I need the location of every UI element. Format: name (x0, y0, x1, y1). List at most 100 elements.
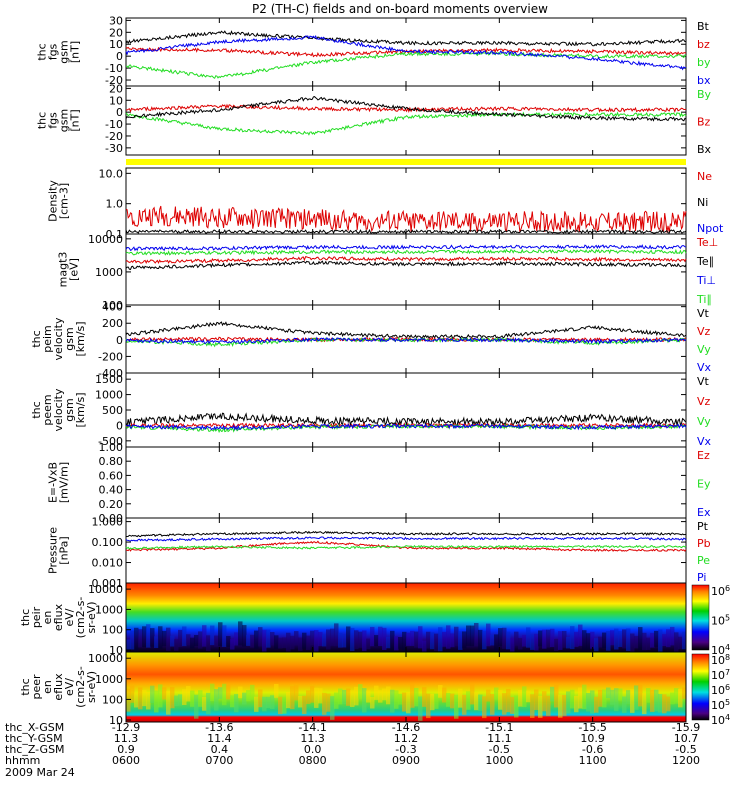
y-tick-label: -200 (98, 350, 123, 363)
spectrogram-cell (314, 687, 319, 708)
y-axis-label-line: Density (47, 180, 60, 222)
spectrogram-cell (502, 693, 507, 715)
spectrogram-cell (166, 627, 171, 651)
footer-row-label: hhmm (5, 754, 40, 767)
spectrogram-cell (610, 630, 615, 646)
legend-label: Ti⊥ (696, 274, 716, 287)
colorbar-label: 105 (711, 614, 730, 628)
y-axis-label-line: sr-eV) (85, 671, 98, 703)
spectrogram-cell (514, 631, 519, 646)
legend-label: By (697, 88, 712, 101)
spectrogram-cell (486, 623, 491, 647)
spectrogram-cell (630, 689, 635, 713)
spectrogram-cell (346, 688, 351, 706)
spectrogram-cell (246, 690, 251, 702)
y-axis-label-line: thc (30, 401, 43, 418)
y-tick-label: 0 (116, 106, 123, 119)
spectrogram-cell (222, 683, 227, 706)
spectrogram-cell (546, 695, 551, 716)
y-tick-label: 1000 (95, 389, 123, 402)
y-axis-label-line: thc (36, 112, 49, 129)
panel-4: 10000 1000 100 Te⊥ Te∥ Ti⊥ Ti∥ magt3[eV] (57, 233, 719, 312)
footer-value: 0600 (112, 754, 140, 767)
y-axis-label-line: eV/ (63, 608, 76, 626)
spectrogram-cell (158, 684, 163, 708)
spectrogram-cell (406, 691, 411, 714)
footer-value: -14.1 (298, 721, 326, 734)
spectrogram-cell (678, 689, 683, 708)
y-tick-label: 0.40 (99, 484, 124, 497)
spectrogram-cell (530, 634, 535, 650)
spectrogram-cell (574, 695, 579, 713)
spectrogram-cell (634, 685, 639, 710)
spectrogram-cell (374, 635, 379, 647)
spectrogram-cell (370, 626, 375, 647)
series-line-0 (125, 205, 687, 233)
footer-value: -0.3 (395, 743, 416, 756)
spectrogram-cell (466, 625, 471, 646)
y-axis-label-line: peim (41, 325, 54, 353)
legend-label: Vz (697, 395, 711, 408)
spectrogram-cell (602, 632, 607, 649)
spectrogram-cell (130, 630, 135, 650)
spectrogram-cell (130, 685, 135, 703)
y-axis-label-line: en (41, 680, 54, 694)
spectrogram-cell (334, 692, 339, 709)
spectrogram-cell (606, 630, 611, 651)
spectrogram-cell (570, 689, 575, 709)
spectrogram-cell (142, 689, 147, 707)
y-tick-label: -20 (105, 74, 123, 87)
spectrogram-cell (614, 688, 619, 712)
legend-label: Bz (697, 116, 711, 129)
spectrogram-cell (390, 689, 395, 713)
spectrogram-cell (150, 685, 155, 703)
legend-label: Vt (697, 375, 710, 388)
spectrogram-cell (458, 688, 463, 708)
spectrogram-cell (322, 692, 327, 715)
spectrogram-cell (406, 632, 411, 646)
spectrogram-cell (306, 635, 311, 651)
legend-label: bz (697, 38, 710, 51)
y-tick-label: -20 (105, 130, 123, 143)
spectrogram-cell (302, 695, 307, 715)
colorbar-label: 106 (711, 584, 730, 598)
spectrogram-cell (142, 626, 147, 647)
spectrogram-cell (230, 695, 235, 708)
spectrogram-cell (434, 633, 439, 652)
spectrogram-cell (350, 690, 355, 707)
spectrogram-cell (218, 687, 223, 699)
spectrogram-cell (598, 689, 603, 707)
spectrogram-cell (274, 635, 279, 649)
footer-value: 0.9 (117, 743, 135, 756)
spectrogram-cell (682, 687, 687, 699)
spectrogram-cell (442, 687, 447, 703)
spectrogram-cell (270, 632, 275, 646)
colorbar-exponent: 8 (725, 653, 730, 662)
legend-label: Ti∥ (696, 293, 712, 306)
colorbar-label: 106 (711, 683, 730, 697)
spectrogram-cell (654, 630, 659, 647)
spectrogram-cell (566, 691, 571, 714)
spectrogram-cell (214, 689, 219, 711)
spectrogram-cell (418, 696, 423, 721)
y-tick-label: 0.80 (99, 455, 124, 468)
spectrogram-cell (454, 694, 459, 719)
spectrogram-cell (402, 692, 407, 712)
spectrogram-cell (618, 688, 623, 701)
spectrogram-cell (630, 633, 635, 652)
spectrogram-cell (626, 628, 631, 652)
spectrogram-cell (606, 687, 611, 699)
panel-frame (125, 372, 687, 448)
legend-label: Te∥ (696, 255, 714, 268)
y-tick-label: 10000 (88, 233, 123, 246)
series-line-2 (125, 544, 687, 550)
y-axis-label-line: en (41, 611, 54, 625)
spectrogram-cell (242, 625, 247, 647)
spectrogram-cell (162, 630, 167, 647)
legend-label: Npot (697, 222, 724, 235)
footer-value: 11.4 (207, 732, 232, 745)
spectrogram-cell (194, 694, 199, 719)
legend-label: Pi (697, 571, 706, 584)
y-tick-label: -500 (98, 435, 123, 448)
